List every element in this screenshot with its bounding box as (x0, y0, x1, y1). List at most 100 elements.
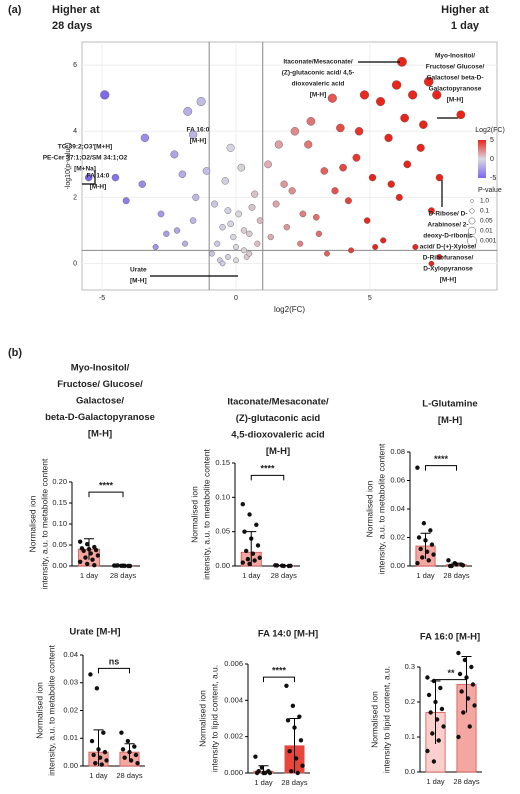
chart-title: [M-H] (438, 415, 462, 426)
annotation: [M+Na] (74, 166, 96, 173)
data-point (90, 558, 94, 562)
annotation: [M-H] (130, 278, 147, 285)
y-axis-label: intensity to lipid content, a.u. (381, 666, 391, 773)
point (297, 241, 303, 247)
point (289, 187, 296, 194)
y-axis-label: intensity, a.u. to metabolite content (201, 449, 211, 580)
data-point (119, 731, 123, 735)
y-tick-label: 0.3 (405, 662, 415, 671)
data-point (428, 710, 432, 714)
point (190, 218, 196, 224)
y-tick-label: 0.08 (390, 447, 405, 456)
point (246, 231, 252, 237)
point (241, 228, 247, 234)
chart-title: beta-D-Galactopyranose (45, 412, 155, 423)
data-point (275, 563, 279, 567)
data-point (425, 675, 429, 679)
data-point (258, 556, 262, 560)
y-axis-label: Normalised ion (197, 690, 207, 747)
point (225, 254, 230, 259)
annotation: [M-H] (447, 97, 464, 104)
data-point (440, 707, 444, 711)
point (257, 218, 263, 224)
point (174, 228, 180, 234)
x-tick-label: 28 days (453, 777, 480, 786)
data-point (93, 761, 97, 765)
data-point (431, 552, 435, 556)
data-point (268, 771, 272, 775)
point (241, 248, 246, 253)
annotation: [M-H] (190, 138, 207, 145)
point (321, 167, 328, 174)
data-point (81, 549, 85, 553)
x-axis-label: log2(FC) (274, 305, 305, 314)
data-point (289, 769, 293, 773)
data-point (101, 731, 105, 735)
data-point (456, 651, 460, 655)
y-tick-label: 0.02 (390, 532, 405, 541)
point (300, 211, 306, 217)
header: Higher at (52, 4, 100, 16)
point (220, 261, 225, 266)
y-axis-label: intensity, a.u. to metabolite content (46, 645, 56, 776)
colorbar (478, 140, 486, 178)
data-point (427, 558, 431, 562)
data-point (96, 553, 100, 557)
annotation: PE-Cer 37:1;O2/SM 34:1;O2 (43, 155, 128, 162)
chart-title: Myo-Inositol/ (71, 363, 130, 374)
data-point (253, 754, 257, 758)
data-point (126, 739, 130, 743)
x-tick-label: 28 days (110, 571, 137, 580)
point (345, 197, 352, 204)
point (163, 231, 169, 237)
data-point (94, 548, 98, 552)
y-tick-label: 0.05 (52, 540, 67, 549)
point (141, 134, 149, 142)
y-tick-label: 0.006 (224, 659, 243, 668)
y-tick-label: 6 (73, 62, 77, 69)
panel-label: (b) (8, 347, 22, 359)
annotation: Galactopyranose (429, 86, 482, 93)
data-point (461, 710, 465, 714)
data-point (288, 564, 292, 568)
y-tick-label: 0.2 (405, 697, 415, 706)
point (112, 174, 119, 181)
y-axis-label: intensity, a.u. to metabolite content (39, 458, 49, 589)
y-axis-label: Normalised ion (189, 486, 199, 543)
point (355, 127, 363, 135)
data-point (256, 769, 260, 773)
y-axis-label: intensity to lipid content, a.u. (209, 665, 219, 772)
point (227, 144, 235, 152)
x-tick-label: 28 days (271, 571, 298, 580)
annotation: TG 39:2;O3'[M+H] (58, 144, 112, 151)
data-point (469, 665, 473, 669)
point (233, 244, 239, 250)
data-point (83, 555, 87, 559)
panel-label: (a) (8, 4, 22, 16)
point (332, 187, 339, 194)
point (171, 151, 179, 159)
x-tick-label: 1 day (416, 571, 435, 580)
y-tick-label: 0 (73, 260, 77, 267)
data-point (432, 759, 436, 763)
data-point (92, 563, 96, 567)
annotation: FA 16:0 (187, 127, 210, 134)
point (348, 248, 353, 253)
data-point (458, 672, 462, 676)
point (225, 207, 231, 213)
point (328, 94, 337, 103)
point (214, 241, 220, 247)
chart-title: Fructose/ Glucose/ (57, 379, 143, 390)
legend-marker (469, 218, 475, 224)
data-point (427, 693, 431, 697)
data-point (284, 684, 288, 688)
point (284, 224, 290, 230)
data-point (128, 564, 132, 568)
data-point (468, 724, 472, 728)
data-point (461, 563, 465, 567)
y-tick-label: 0.04 (390, 504, 405, 513)
data-point (241, 560, 245, 564)
data-point (428, 528, 432, 532)
point (251, 191, 258, 198)
point (388, 181, 395, 188)
